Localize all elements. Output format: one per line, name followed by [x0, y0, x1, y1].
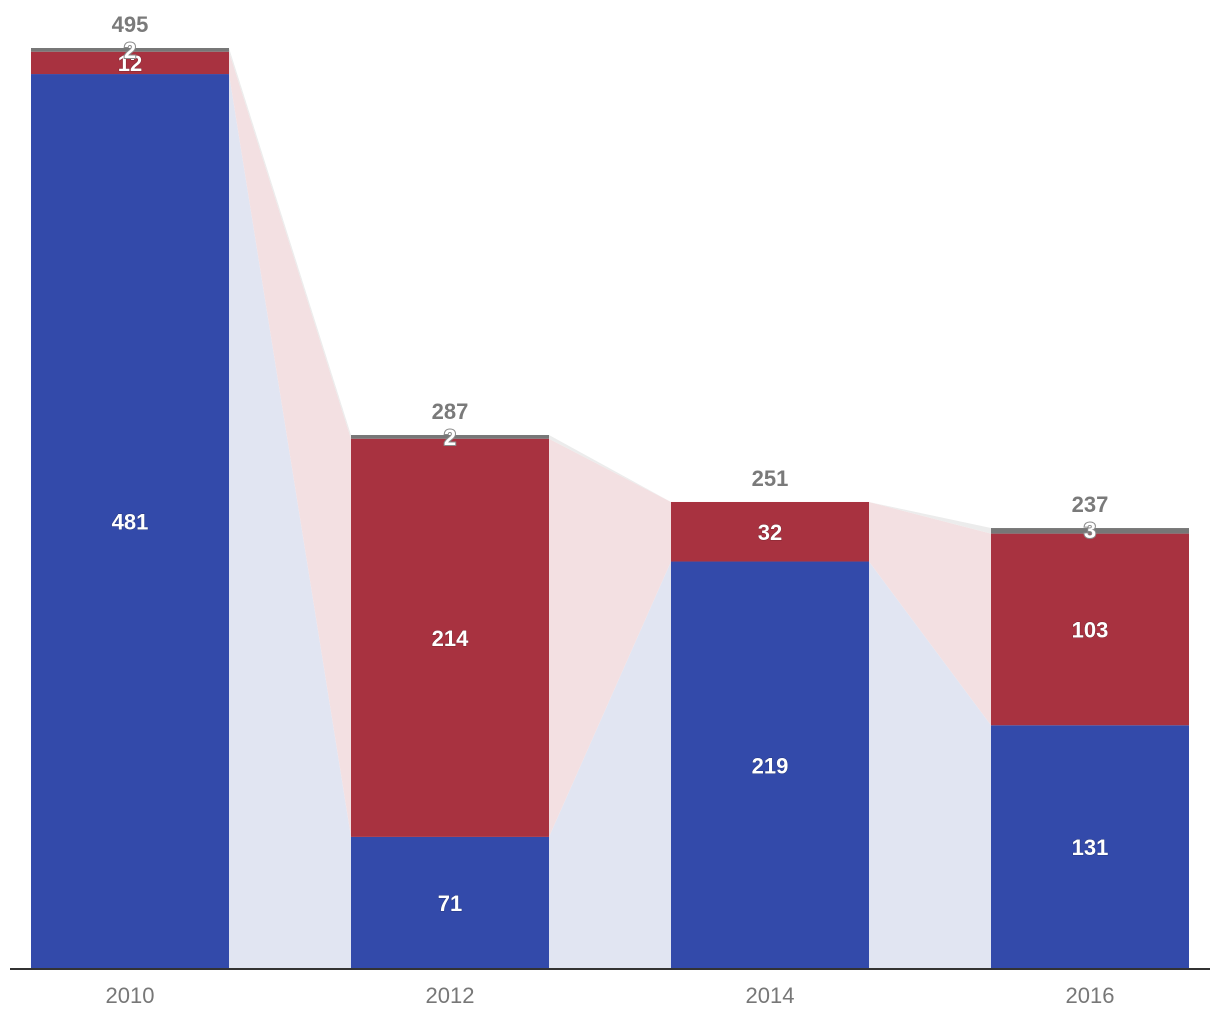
data-label-2014-series-2: 32	[758, 520, 782, 545]
bar-segments	[31, 48, 1189, 970]
data-label-2016-series-3: 3	[1084, 518, 1096, 543]
connector-band-2010-2012-series-2	[229, 51, 351, 837]
data-label-2010-series-3: 2	[124, 38, 136, 63]
data-label-2012-series-1: 71	[438, 891, 462, 916]
x-tick-label-2010: 2010	[106, 983, 155, 1008]
bar-2016-series-1	[991, 725, 1189, 969]
data-label-2012-series-3: 2	[444, 425, 456, 450]
connector-bands	[229, 48, 991, 970]
x-axis-ticks: 2010 2012 2014 2016	[106, 983, 1115, 1008]
total-label-2014: 251	[752, 466, 789, 491]
data-label-2010-series-2: 12	[118, 51, 142, 76]
data-label-2016-series-2: 103	[1072, 617, 1109, 642]
bar-2012-series-3	[351, 435, 549, 439]
connector-band-2010-2012-series-1	[229, 74, 351, 970]
data-label-2010-series-1: 481	[112, 510, 149, 535]
connector-band-2012-2014-series-2	[549, 438, 671, 837]
bar-2016-series-2	[991, 533, 1189, 726]
bar-2010-series-3	[31, 48, 229, 52]
connector-band-2012-2014-series-3	[549, 435, 671, 502]
connector-band-2014-2016-series-1	[869, 561, 991, 969]
bar-2016-series-3	[991, 528, 1189, 534]
x-tick-label-2012: 2012	[426, 983, 475, 1008]
x-tick-label-2016: 2016	[1066, 983, 1115, 1008]
connector-band-2014-2016-series-3	[869, 501, 991, 534]
bar-2014-series-2	[671, 501, 869, 562]
data-label-2016-series-1: 131	[1072, 835, 1109, 860]
bar-2014-series-1	[671, 561, 869, 969]
connector-band-2010-2012-series-3	[229, 48, 351, 439]
bar-2010-series-2	[31, 51, 229, 75]
data-label-2014-series-1: 219	[752, 753, 789, 778]
total-label-2012: 287	[432, 399, 469, 424]
total-label-2016: 237	[1072, 492, 1109, 517]
bar-2012-series-2	[351, 438, 549, 837]
x-tick-label-2014: 2014	[746, 983, 795, 1008]
connector-band-2014-2016-series-2	[869, 501, 991, 726]
connector-band-2012-2014-series-1	[549, 561, 671, 969]
data-label-2012-series-2: 214	[432, 626, 469, 651]
bar-2012-series-1	[351, 836, 549, 969]
total-label-2010: 495	[112, 12, 149, 37]
bar-2010-series-1	[31, 74, 229, 970]
